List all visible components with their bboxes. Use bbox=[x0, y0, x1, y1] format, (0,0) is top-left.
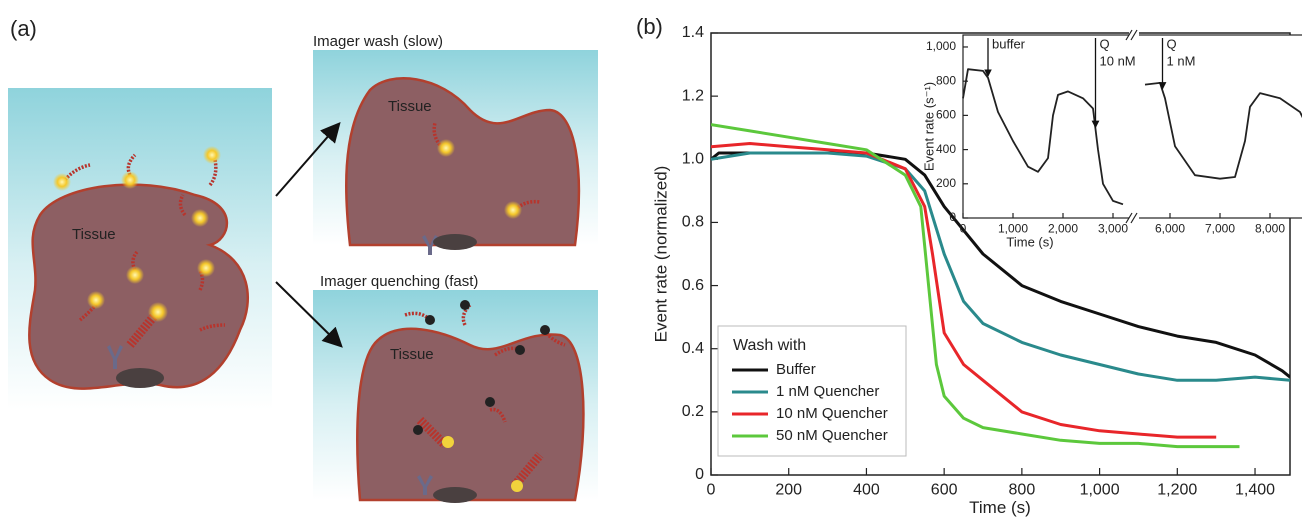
x-tick-label: 8,000 bbox=[1255, 222, 1285, 236]
x-tick-label: 1,400 bbox=[1235, 481, 1275, 498]
inset-chart: 01,0002,0003,0006,0007,0008,0009,0000200… bbox=[921, 29, 1302, 250]
series-lines bbox=[711, 123, 1290, 449]
axis-break-mark bbox=[1130, 212, 1138, 224]
panel-label: (a) bbox=[10, 16, 37, 41]
tissue bbox=[28, 183, 249, 390]
y-tick-label: 0.4 bbox=[682, 340, 704, 357]
annotation-text: 1 nM bbox=[1167, 53, 1196, 68]
y-tick-label: 0 bbox=[695, 466, 704, 483]
y-tick-label: 1.0 bbox=[682, 151, 704, 168]
x-axis-title: Time (s) bbox=[1006, 235, 1053, 250]
series-line bbox=[711, 151, 1290, 382]
x-tick-label: 200 bbox=[775, 481, 802, 498]
panel-title: Imager quenching (fast) bbox=[320, 273, 478, 290]
y-tick-label: 1.4 bbox=[682, 24, 704, 41]
antibodies bbox=[107, 234, 477, 503]
x-tick-label: 2,000 bbox=[1048, 222, 1078, 236]
legend: Wash with Buffer 1 nM Quencher 10 nM Quench… bbox=[717, 325, 907, 457]
y-tick-label: 0.2 bbox=[682, 403, 704, 420]
x-tick-label: 400 bbox=[853, 481, 880, 498]
axis-break bbox=[1129, 31, 1139, 222]
annotation-text: 10 nM bbox=[1100, 53, 1136, 68]
y-tick-label: 600 bbox=[936, 108, 956, 122]
tissue bbox=[356, 327, 585, 502]
tissue-label: Tissue bbox=[388, 98, 432, 115]
x-tick-label: 1,000 bbox=[1080, 481, 1120, 498]
fluorophores bbox=[53, 139, 523, 492]
x-tick-label: 7,000 bbox=[1205, 222, 1235, 236]
tissue bbox=[344, 77, 581, 247]
x-tick-label: 1,000 bbox=[998, 222, 1028, 236]
legend-label: 10 nM Quencher bbox=[776, 405, 888, 422]
annotation-text: Q bbox=[1167, 36, 1177, 51]
y-axis-title: Event rate (s⁻¹) bbox=[921, 82, 936, 171]
axis-break-mark bbox=[1125, 29, 1133, 41]
series-line bbox=[1144, 82, 1302, 180]
x-tick-label: 800 bbox=[1009, 481, 1036, 498]
annotation-text: Q bbox=[1100, 36, 1110, 51]
y-tick-label: 1.2 bbox=[682, 87, 704, 104]
x-tick-label: 0 bbox=[960, 222, 967, 236]
x-tick-label: 0 bbox=[707, 481, 716, 498]
panel-a: (a) Tissue Imager wash (slow) Tissue Ima… bbox=[8, 16, 598, 503]
arrow bbox=[275, 121, 341, 197]
y-tick-label: 1,000 bbox=[926, 39, 956, 53]
y-axis-title: Event rate (normalized) bbox=[651, 166, 670, 343]
y-tick-label: 0.8 bbox=[682, 214, 704, 231]
x-tick-label: 3,000 bbox=[1098, 222, 1128, 236]
quenchers bbox=[413, 300, 550, 435]
legend-label: Buffer bbox=[776, 361, 816, 378]
x-tick-label: 600 bbox=[931, 481, 958, 498]
annotation-text: buffer bbox=[992, 36, 1026, 51]
imager-strands bbox=[63, 122, 566, 488]
y-tick-label: 0.6 bbox=[682, 277, 704, 294]
axis-break-mark bbox=[1125, 212, 1133, 224]
axis-break-mark bbox=[1130, 29, 1138, 41]
tissue-label: Tissue bbox=[390, 346, 434, 363]
arrow bbox=[275, 281, 343, 348]
panel-label: (b) bbox=[636, 14, 663, 39]
panel-title: Imager wash (slow) bbox=[313, 33, 443, 50]
legend-label: 1 nM Quencher bbox=[776, 383, 879, 400]
x-tick-label: 6,000 bbox=[1155, 222, 1185, 236]
x-tick-label: 1,200 bbox=[1157, 481, 1197, 498]
legend-title: Wash with bbox=[733, 337, 806, 354]
y-tick-label: 800 bbox=[936, 73, 956, 87]
x-axis-title: Time (s) bbox=[969, 498, 1031, 517]
y-tick-label: 400 bbox=[936, 142, 956, 156]
series-line bbox=[711, 142, 1217, 439]
legend-label: 50 nM Quencher bbox=[776, 427, 888, 444]
y-tick-label: 0 bbox=[949, 210, 956, 224]
y-tick-label: 200 bbox=[936, 176, 956, 190]
series-line bbox=[711, 123, 1240, 449]
tissue-label: Tissue bbox=[72, 226, 116, 243]
